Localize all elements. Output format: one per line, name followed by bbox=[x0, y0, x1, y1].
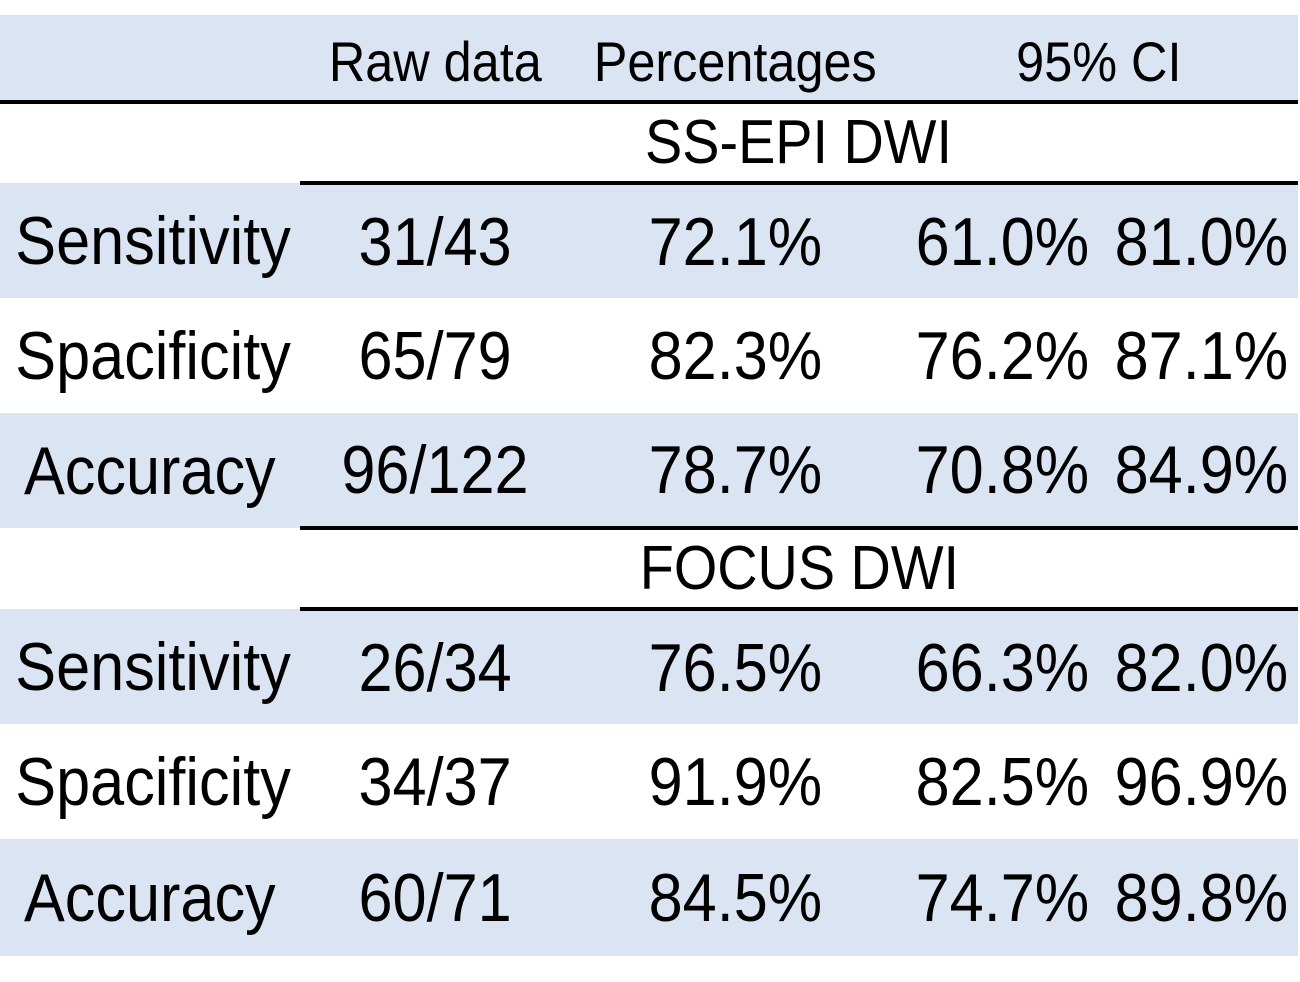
col-header-ci: 95% CI bbox=[900, 15, 1299, 104]
section-header-ss-epi-dwi: SS-EPI DWI bbox=[0, 102, 1299, 185]
row-sensitivity-focus: Sensitivity 26/34 76.5% 66.3% 82.0% bbox=[0, 609, 1299, 724]
ci-high-value: 87.1% bbox=[1114, 317, 1289, 394]
percentage-cell: 82.3% bbox=[570, 298, 900, 413]
percentage-value: 82.3% bbox=[648, 317, 822, 394]
raw-data-cell: 26/34 bbox=[300, 609, 570, 724]
section-title-cell: FOCUS DWI bbox=[300, 528, 1299, 611]
diagnostic-performance-table: Raw data Percentages 95% CI SS-EPI DWI S… bbox=[0, 15, 1299, 956]
row-spacificity-ss-epi: Spacificity 65/79 82.3% 76.2% 87.1% bbox=[0, 298, 1298, 413]
row-label: Sensitivity bbox=[0, 183, 300, 298]
row-label: Spacificity bbox=[0, 724, 300, 839]
percentage-value: 76.5% bbox=[648, 629, 822, 706]
raw-data-value: 65/79 bbox=[358, 317, 512, 394]
row-sensitivity-ss-epi: Sensitivity 31/43 72.1% 61.0% 81.0% bbox=[0, 183, 1299, 298]
row-accuracy-ss-epi: Accuracy 96/122 78.7% 70.8% 84.9% bbox=[0, 413, 1299, 530]
row-label-text: Sensitivity bbox=[15, 628, 291, 705]
raw-data-cell: 34/37 bbox=[300, 724, 570, 839]
section-title-cell: SS-EPI DWI bbox=[300, 102, 1299, 185]
ci-low-value: 82.5% bbox=[915, 743, 1090, 820]
ci-high-value: 82.0% bbox=[1114, 629, 1289, 706]
section-spacer-cell bbox=[0, 528, 300, 609]
row-label: Sensitivity bbox=[0, 609, 300, 724]
ci-high-cell: 81.0% bbox=[1105, 183, 1298, 298]
section-title: SS-EPI DWI bbox=[645, 107, 953, 177]
row-accuracy-focus: Accuracy 60/71 84.5% 74.7% 89.8% bbox=[0, 839, 1299, 956]
percentage-value: 84.5% bbox=[648, 859, 822, 936]
raw-data-cell: 96/122 bbox=[300, 413, 570, 530]
ci-high-cell: 89.8% bbox=[1105, 839, 1298, 956]
percentage-cell: 78.7% bbox=[570, 413, 900, 530]
ci-low-cell: 66.3% bbox=[900, 609, 1105, 724]
percentage-value: 72.1% bbox=[648, 203, 822, 280]
ci-high-cell: 96.9% bbox=[1105, 724, 1298, 839]
section-spacer-cell bbox=[0, 102, 300, 183]
row-label: Accuracy bbox=[0, 839, 300, 956]
row-label-text: Accuracy bbox=[24, 432, 276, 509]
section-header-focus-dwi: FOCUS DWI bbox=[0, 528, 1299, 611]
ci-low-cell: 74.7% bbox=[900, 839, 1105, 956]
section-title: FOCUS DWI bbox=[639, 533, 959, 603]
ci-low-value: 61.0% bbox=[915, 203, 1090, 280]
raw-data-value: 31/43 bbox=[358, 203, 512, 280]
row-label: Accuracy bbox=[0, 413, 300, 528]
percentage-cell: 76.5% bbox=[570, 609, 900, 724]
percentage-cell: 91.9% bbox=[570, 724, 900, 839]
percentage-cell: 72.1% bbox=[570, 183, 900, 298]
raw-data-value: 60/71 bbox=[358, 859, 512, 936]
row-label-text: Spacificity bbox=[15, 317, 291, 394]
percentage-value: 78.7% bbox=[648, 431, 822, 508]
col-header-raw-data: Raw data bbox=[300, 15, 570, 104]
col-header-percentages: Percentages bbox=[570, 15, 900, 104]
ci-low-cell: 76.2% bbox=[900, 298, 1105, 413]
ci-high-value: 96.9% bbox=[1114, 743, 1289, 820]
raw-data-cell: 60/71 bbox=[300, 839, 570, 956]
raw-data-cell: 65/79 bbox=[300, 298, 570, 413]
ci-low-cell: 61.0% bbox=[900, 183, 1105, 298]
ci-high-value: 84.9% bbox=[1114, 431, 1289, 508]
ci-high-value: 89.8% bbox=[1114, 859, 1289, 936]
raw-data-value: 34/37 bbox=[358, 743, 512, 820]
ci-low-value: 70.8% bbox=[915, 431, 1090, 508]
row-label-text: Sensitivity bbox=[15, 202, 291, 279]
corner-cell bbox=[0, 15, 300, 104]
ci-low-value: 74.7% bbox=[915, 859, 1090, 936]
col-header-ci-label: 95% CI bbox=[1016, 29, 1182, 93]
row-label-text: Accuracy bbox=[24, 859, 276, 936]
col-header-raw-data-label: Raw data bbox=[328, 29, 542, 93]
row-label-text: Spacificity bbox=[15, 743, 291, 820]
ci-low-cell: 82.5% bbox=[900, 724, 1105, 839]
percentage-value: 91.9% bbox=[648, 743, 822, 820]
ci-high-cell: 84.9% bbox=[1105, 413, 1299, 530]
ci-low-value: 76.2% bbox=[915, 317, 1090, 394]
raw-data-value: 96/122 bbox=[341, 431, 529, 508]
ci-low-cell: 70.8% bbox=[900, 413, 1105, 530]
ci-high-cell: 82.0% bbox=[1105, 609, 1298, 724]
row-spacificity-focus: Spacificity 34/37 91.9% 82.5% 96.9% bbox=[0, 724, 1298, 839]
header-row: Raw data Percentages 95% CI bbox=[0, 15, 1299, 104]
raw-data-value: 26/34 bbox=[358, 629, 512, 706]
row-label: Spacificity bbox=[0, 298, 300, 413]
ci-high-cell: 87.1% bbox=[1105, 298, 1298, 413]
col-header-percentages-label: Percentages bbox=[593, 29, 877, 93]
ci-low-value: 66.3% bbox=[915, 629, 1090, 706]
ci-high-value: 81.0% bbox=[1114, 203, 1289, 280]
percentage-cell: 84.5% bbox=[570, 839, 900, 956]
raw-data-cell: 31/43 bbox=[300, 183, 570, 298]
